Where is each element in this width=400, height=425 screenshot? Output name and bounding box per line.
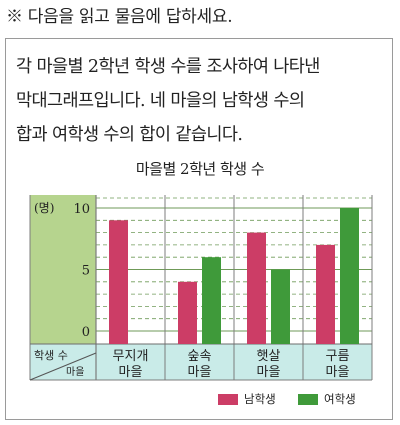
y-tick-label: 10 <box>73 202 90 217</box>
legend-label-male: 남학생 <box>244 392 276 406</box>
bar-female <box>202 257 221 344</box>
problem-line-1: 각 마을별 2학년 학생 수를 조사하여 나타낸 <box>16 57 320 77</box>
legend-item-female: 여학생 <box>298 391 356 407</box>
category-band <box>30 344 372 380</box>
legend-item-male: 남학생 <box>218 391 276 407</box>
y-unit-label: (명) <box>34 201 54 215</box>
legend-swatch-female <box>298 394 318 405</box>
instruction-text: ※ 다음을 읽고 물음에 답하세요. <box>6 7 233 27</box>
bar-female <box>340 208 359 344</box>
legend-swatch-male <box>218 394 238 405</box>
problem-line-2: 막대그래프입니다. 네 마을의 남학생 수의 <box>16 91 305 111</box>
bar-male <box>109 220 128 344</box>
category-label: 마을 <box>119 365 143 380</box>
category-label: 무지개 <box>113 349 149 364</box>
corner-label-village: 마을 <box>66 366 84 378</box>
legend-label-female: 여학생 <box>324 392 356 406</box>
y-tick-label: 0 <box>82 325 90 340</box>
y-tick-label: 5 <box>82 264 90 279</box>
bar-male <box>247 232 266 344</box>
y-axis-band <box>30 195 96 344</box>
corner-diagonal <box>29 352 97 381</box>
category-label: 마을 <box>257 365 281 380</box>
category-label: 마을 <box>188 365 212 380</box>
category-label: 마을 <box>326 365 350 380</box>
category-label: 구름 <box>326 349 350 364</box>
bar-female <box>271 269 290 344</box>
corner-label-students: 학생 수 <box>34 349 68 362</box>
category-label: 햇살 <box>257 348 281 364</box>
bar-male <box>316 244 335 344</box>
chart-title: 마을별 2학년 학생 수 <box>135 160 265 178</box>
problem-text: 각 마을별 2학년 학생 수를 조사하여 나타낸 막대그래프입니다. 네 마을의… <box>16 50 386 152</box>
category-label: 숲속 <box>188 349 212 364</box>
bar-male <box>178 281 197 344</box>
problem-box <box>5 38 393 420</box>
problem-line-3: 합과 여학생 수의 합이 같습니다. <box>16 125 243 145</box>
